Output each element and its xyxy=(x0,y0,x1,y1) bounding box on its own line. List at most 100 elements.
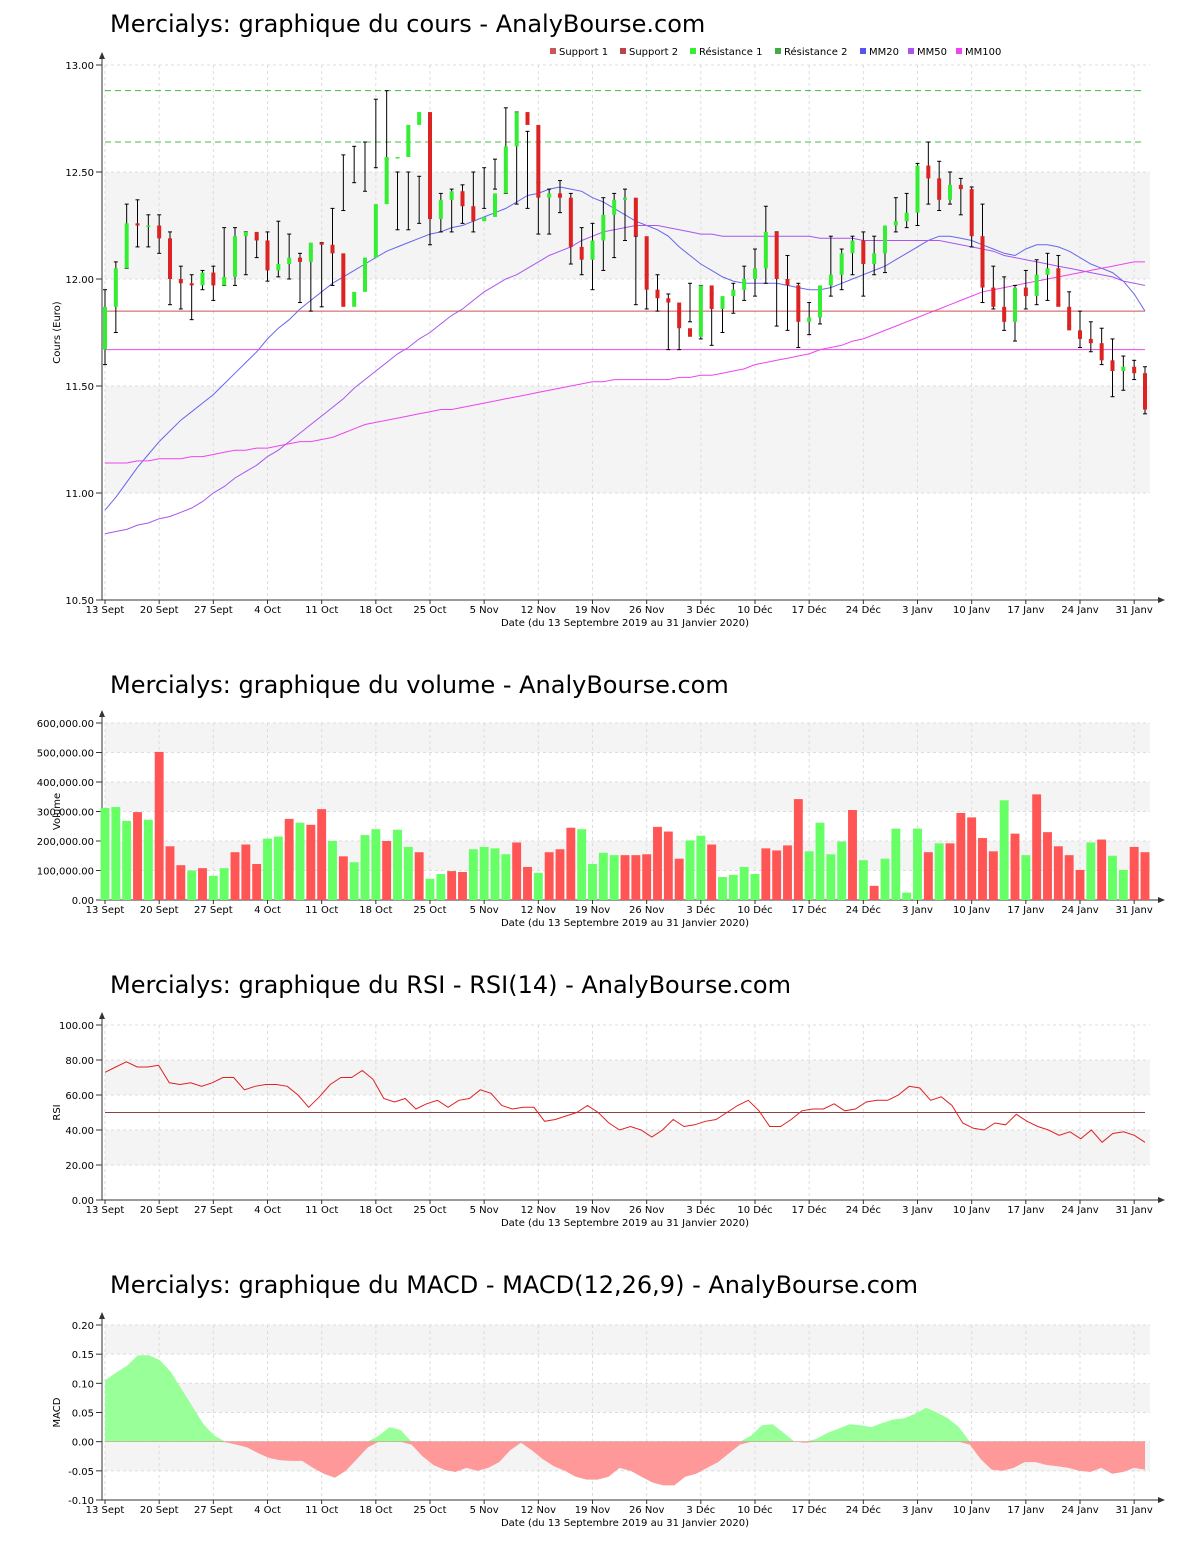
legend-swatch xyxy=(690,48,696,54)
volume-bar xyxy=(198,868,207,900)
x-tick-label: 26 Nov xyxy=(629,605,665,616)
candle-body xyxy=(308,242,313,262)
volume-bar xyxy=(425,878,435,900)
y-axis-label: RSI xyxy=(52,1104,63,1120)
x-tick-label: 24 Déc xyxy=(846,904,881,916)
volume-bar xyxy=(403,846,413,900)
candle-body xyxy=(168,238,172,279)
candle-body xyxy=(482,216,487,222)
candle-body xyxy=(709,285,714,309)
volume-bar xyxy=(783,845,792,900)
x-tick-label: 24 Déc xyxy=(846,1204,881,1216)
volume-bar xyxy=(479,846,489,900)
volume-bar xyxy=(848,810,857,900)
volume-bar xyxy=(219,868,229,900)
volume-bar xyxy=(176,865,186,900)
candle-body xyxy=(633,197,638,237)
y-tick-label: 0.00 xyxy=(72,1438,94,1449)
x-tick-label: 3 Janv xyxy=(902,1205,933,1216)
legend-label: Support 2 xyxy=(629,47,678,58)
volume-bar xyxy=(512,842,522,900)
candle-body xyxy=(1143,373,1147,410)
legend-label: Support 1 xyxy=(559,47,608,58)
y-tick-label: 400,000.00 xyxy=(37,778,94,789)
volume-bar xyxy=(880,858,890,900)
x-tick-label: 25 Oct xyxy=(413,1505,446,1516)
volume-bar xyxy=(913,828,922,900)
volume-bar xyxy=(815,822,825,900)
x-tick-label: 27 Sept xyxy=(194,1505,233,1516)
volume-bar xyxy=(1043,832,1052,900)
candle-body xyxy=(655,289,660,299)
candle-body xyxy=(904,212,909,222)
volume-bar xyxy=(728,874,738,900)
background-band xyxy=(105,723,1150,753)
candle-body xyxy=(417,112,422,125)
background-band xyxy=(105,172,1150,279)
background-band xyxy=(105,1325,1150,1355)
y-tick-label: 0.00 xyxy=(72,1196,94,1207)
volume-bar xyxy=(1086,842,1096,900)
volume-bar xyxy=(750,874,760,900)
volume-bar xyxy=(490,848,500,900)
x-tick-label: 3 Janv xyxy=(902,905,933,916)
volume-bar xyxy=(577,829,587,900)
x-axis-label: Date (du 13 Septembre 2019 au 31 Janvier… xyxy=(501,618,749,629)
y-tick-label: 13.00 xyxy=(65,61,94,72)
legend-label: Résistance 1 xyxy=(699,46,762,58)
x-tick-label: 27 Sept xyxy=(194,1205,233,1216)
volume-bar xyxy=(945,843,955,900)
x-tick-label: 4 Oct xyxy=(254,905,281,916)
x-tick-label: 18 Oct xyxy=(359,905,392,916)
y-tick-label: 100,000.00 xyxy=(37,867,94,878)
y-tick-label: 100.00 xyxy=(59,1021,94,1032)
volume-bar xyxy=(523,866,532,900)
candle-body xyxy=(103,306,107,350)
candle-body xyxy=(796,285,801,322)
volume-chart-title: Mercialys: graphique du volume - AnalyBo… xyxy=(110,671,729,699)
candle-body xyxy=(958,184,963,190)
volume-bar xyxy=(284,818,294,900)
candle-body xyxy=(1034,274,1039,297)
y-tick-label: 0.15 xyxy=(72,1350,94,1361)
x-axis-arrow xyxy=(1158,1197,1165,1203)
y-axis-label: Volume xyxy=(52,793,63,830)
price-panel: Mercialys: graphique du cours - AnalyBou… xyxy=(0,0,1200,640)
volume-bar xyxy=(772,850,782,900)
x-tick-label: 17 Janv xyxy=(1007,605,1044,616)
candle-body xyxy=(211,272,216,286)
candle-body xyxy=(666,298,671,303)
y-tick-label: 0.10 xyxy=(72,1379,94,1390)
volume-chart: 600,000.00 500,000.00 400,000.00 300,000.00… xyxy=(37,710,1165,929)
candle-body xyxy=(774,231,779,279)
background-band xyxy=(105,1130,1150,1165)
macd-panel: Mercialys: graphique du MACD - MACD(12,2… xyxy=(0,1260,1200,1540)
volume-bar xyxy=(306,824,316,900)
candle-body xyxy=(1121,366,1126,372)
candle-body xyxy=(590,240,595,260)
volume-bar xyxy=(739,866,749,900)
x-tick-label: 25 Oct xyxy=(413,605,446,616)
volume-bar xyxy=(869,885,879,900)
candle-body xyxy=(547,193,552,198)
x-tick-label: 31 Janv xyxy=(1116,1205,1153,1216)
volume-bar xyxy=(143,819,153,900)
volume-bar xyxy=(685,840,695,900)
y-axis-label: Cours (Euro) xyxy=(52,301,63,364)
candle-body xyxy=(363,257,367,292)
candle-body xyxy=(222,276,227,286)
volume-bar xyxy=(988,851,998,900)
candle-body xyxy=(1088,338,1093,344)
y-tick-label: 11.50 xyxy=(65,382,94,393)
candle-body xyxy=(731,289,736,297)
x-tick-label: 18 Oct xyxy=(359,1505,392,1516)
volume-bar xyxy=(891,828,901,900)
x-tick-label: 3 Déc xyxy=(686,1504,715,1516)
volume-bar xyxy=(718,876,727,900)
x-tick-label: 20 Sept xyxy=(140,905,179,916)
candle-body xyxy=(373,204,378,258)
volume-bar xyxy=(1010,833,1020,900)
candle-body xyxy=(818,285,822,318)
x-tick-label: 13 Sept xyxy=(86,1205,125,1216)
volume-bar xyxy=(187,870,197,900)
